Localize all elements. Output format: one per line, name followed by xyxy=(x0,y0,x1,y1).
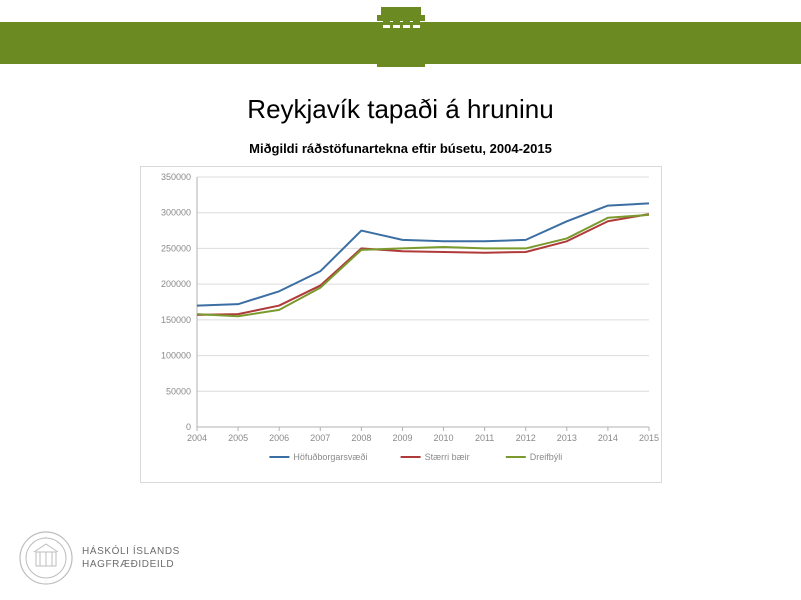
svg-text:50000: 50000 xyxy=(165,386,190,396)
svg-text:350000: 350000 xyxy=(160,172,190,182)
top-banner xyxy=(0,22,801,64)
svg-text:150000: 150000 xyxy=(160,315,190,325)
svg-text:2014: 2014 xyxy=(597,433,617,443)
svg-text:•: • xyxy=(45,535,46,539)
line-chart: 0 50000 100000 150000 200000 250000 300000 3500… xyxy=(141,167,661,477)
svg-text:2011: 2011 xyxy=(474,433,493,443)
footer-text: HÁSKÓLI ÍSLANDS HAGFRÆÐIDEILD xyxy=(82,545,180,571)
svg-text:250000: 250000 xyxy=(160,243,190,253)
footer: • • • • HÁSKÓLI ÍSLANDS HAGFRÆÐIDEILD xyxy=(18,530,180,586)
svg-text:2007: 2007 xyxy=(310,433,330,443)
svg-text:2008: 2008 xyxy=(351,433,371,443)
chart-container: 0 50000 100000 150000 200000 250000 300000 3500… xyxy=(140,166,662,483)
svg-text:2006: 2006 xyxy=(269,433,289,443)
svg-text:0: 0 xyxy=(185,422,190,432)
svg-text:2015: 2015 xyxy=(638,433,658,443)
svg-text:300000: 300000 xyxy=(160,208,190,218)
svg-text:2010: 2010 xyxy=(433,433,453,443)
svg-text:2013: 2013 xyxy=(556,433,576,443)
svg-text:2009: 2009 xyxy=(392,433,412,443)
chart-subtitle: Miðgildi ráðstöfunartekna eftir búsetu, … xyxy=(0,141,801,156)
content: Reykjavík tapaði á hruninu Miðgildi ráðs… xyxy=(0,94,801,483)
svg-text:Dreifbýli: Dreifbýli xyxy=(529,452,562,462)
svg-text:•: • xyxy=(25,557,26,561)
svg-text:•: • xyxy=(45,579,46,583)
svg-text:2012: 2012 xyxy=(515,433,535,443)
footer-line1: HÁSKÓLI ÍSLANDS xyxy=(82,545,180,558)
svg-text:•: • xyxy=(65,557,66,561)
svg-text:100000: 100000 xyxy=(160,351,190,361)
university-seal-icon: • • • • xyxy=(18,530,74,586)
page-title: Reykjavík tapaði á hruninu xyxy=(0,94,801,125)
svg-text:Stærri bæir: Stærri bæir xyxy=(424,452,469,462)
footer-line2: HAGFRÆÐIDEILD xyxy=(82,558,180,571)
svg-text:2004: 2004 xyxy=(186,433,206,443)
svg-text:2005: 2005 xyxy=(228,433,248,443)
svg-text:Höfuðborgarsvæði: Höfuðborgarsvæði xyxy=(293,452,367,462)
svg-text:200000: 200000 xyxy=(160,279,190,289)
institution-logo-icon xyxy=(373,7,429,71)
